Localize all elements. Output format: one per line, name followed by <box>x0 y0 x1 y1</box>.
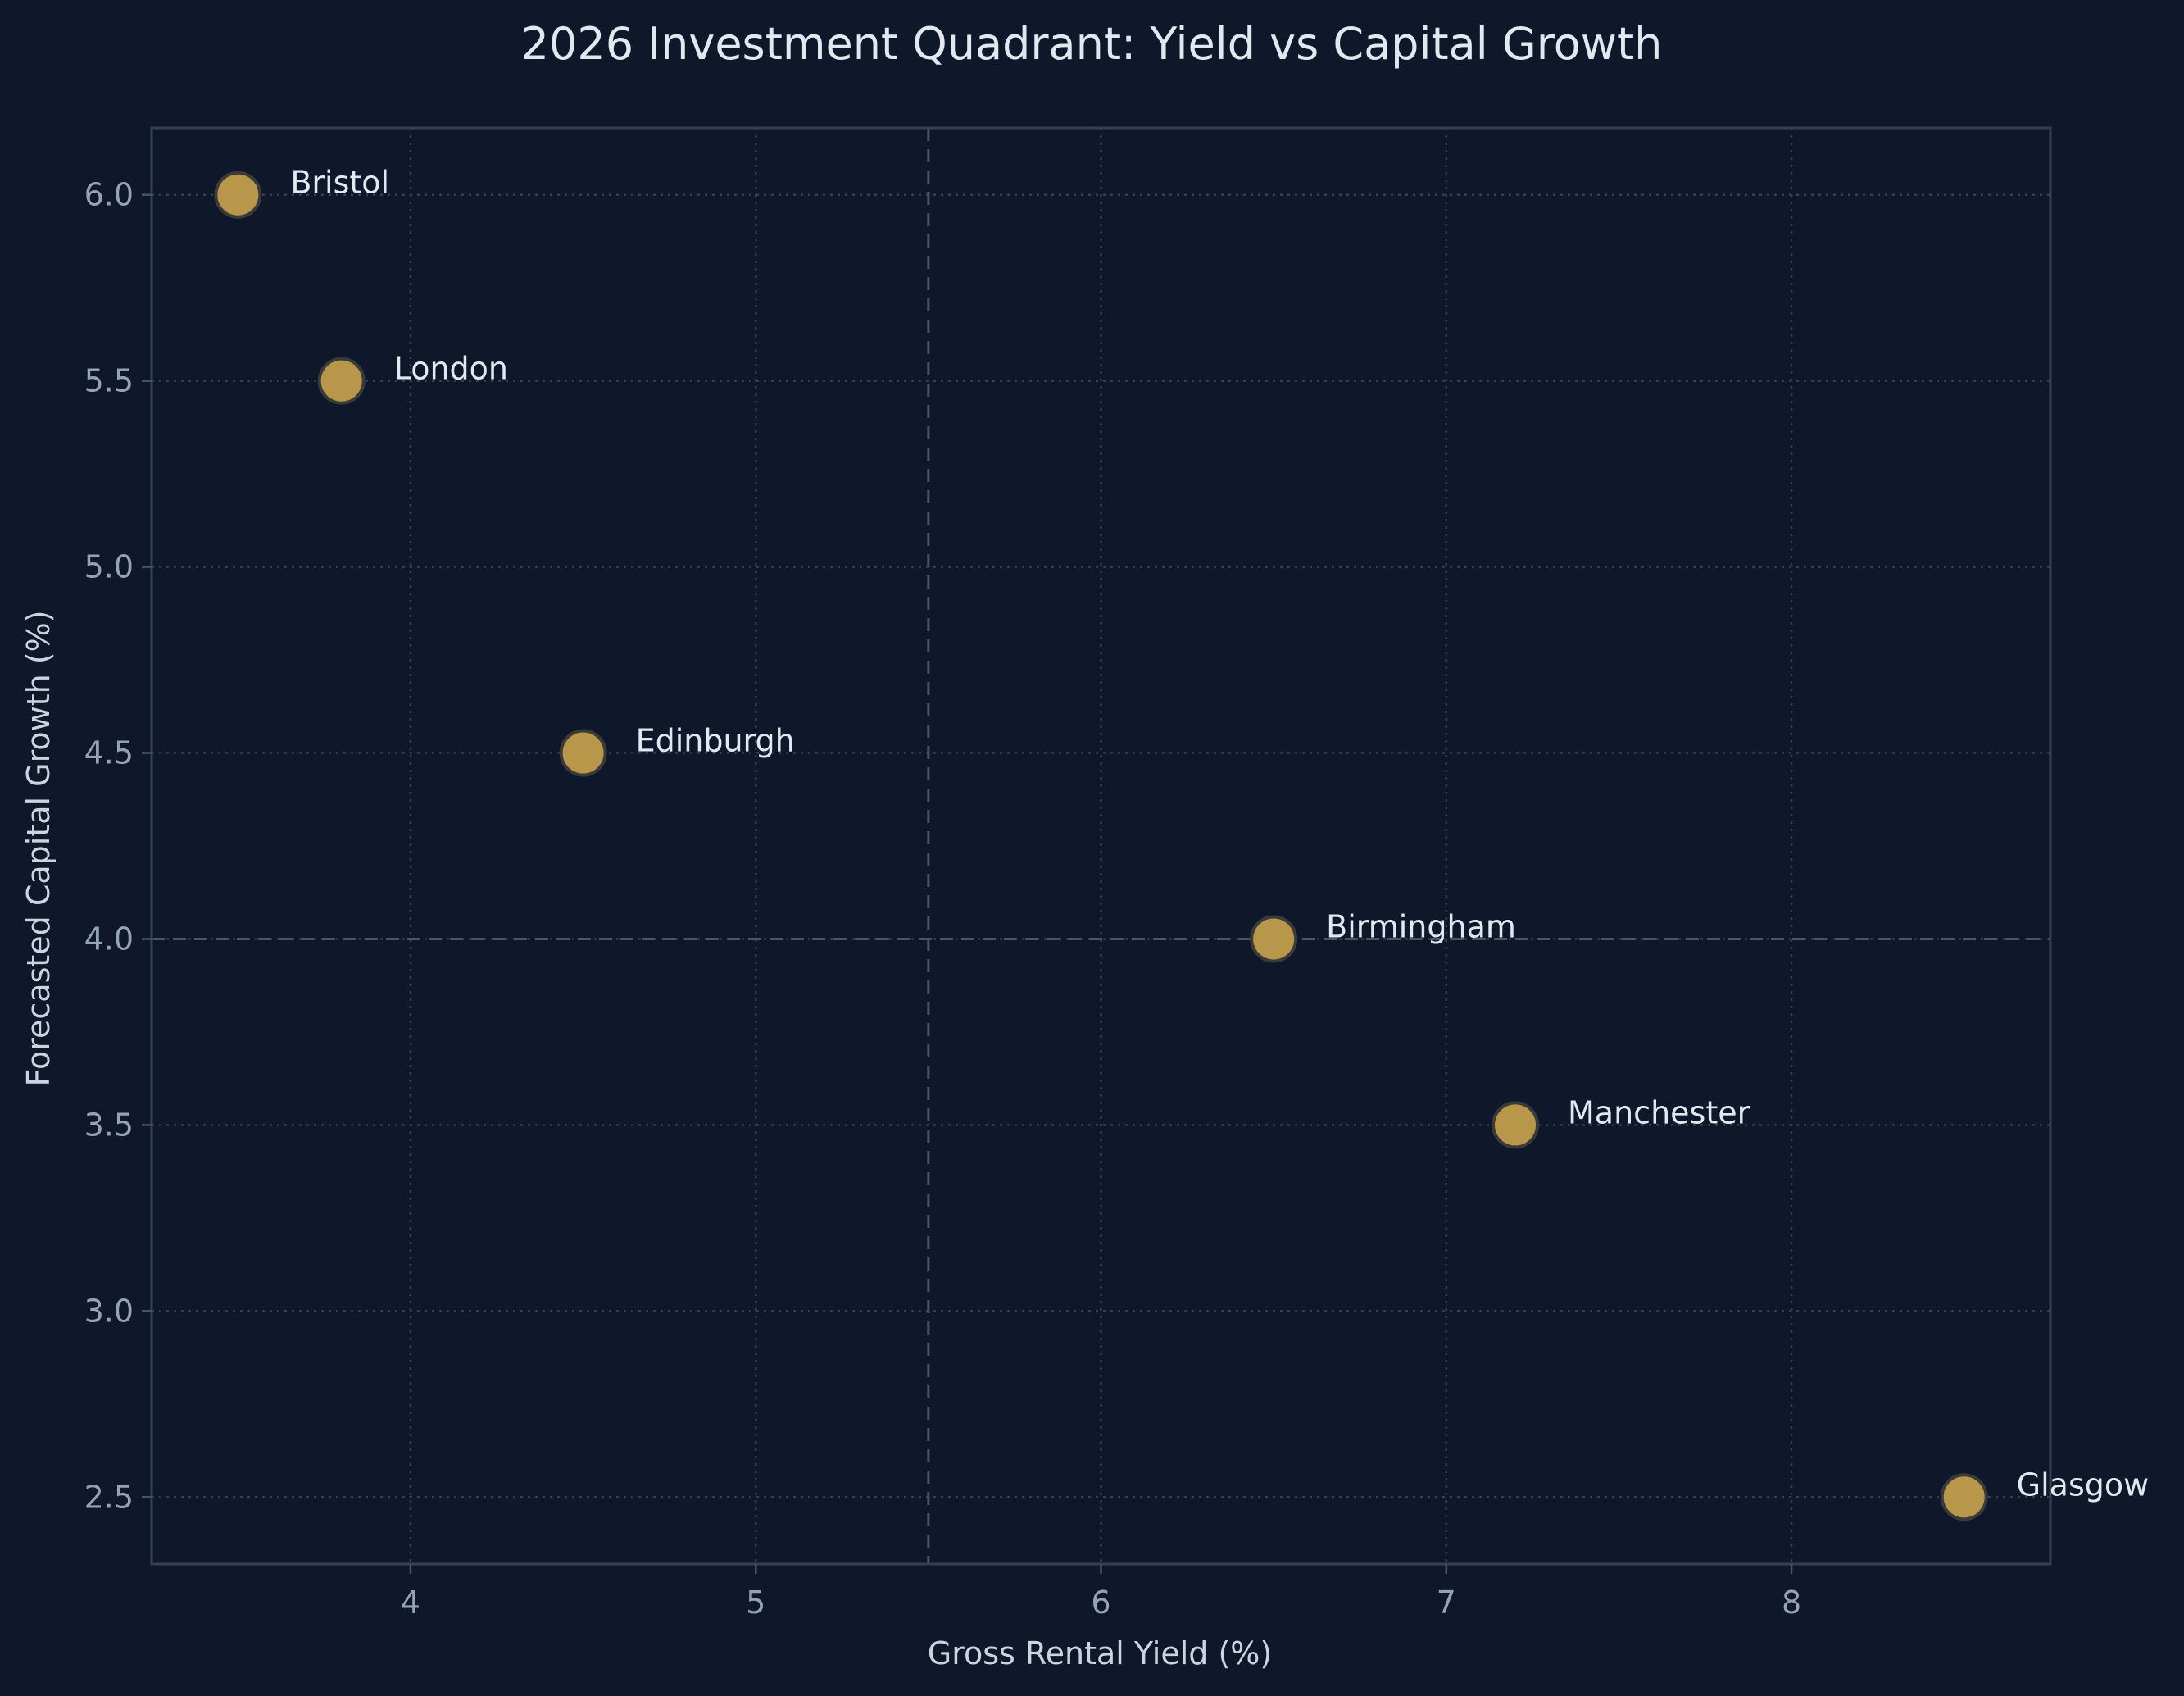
x-tick-label: 5 <box>746 1585 765 1621</box>
data-point <box>214 171 262 219</box>
y-tick-label: 5.0 <box>84 549 134 585</box>
y-tick-label: 2.5 <box>84 1479 134 1515</box>
grid-layer <box>152 128 2050 1564</box>
axis-ticks: 4 5 6 7 8 2.5 3.0 3.5 4.0 4.5 5.0 5.5 6.0 <box>84 177 1802 1621</box>
data-point <box>1492 1101 1540 1149</box>
x-tick-label: 6 <box>1091 1585 1110 1621</box>
chart-title: 2026 Investment Quadrant: Yield vs Capit… <box>521 18 1663 70</box>
y-tick-label: 3.0 <box>84 1293 134 1329</box>
data-point-label: London <box>394 351 508 387</box>
x-tick-label: 8 <box>1782 1585 1801 1621</box>
y-axis-label: Forecasted Capital Growth (%) <box>20 610 57 1086</box>
data-point <box>317 357 366 405</box>
y-tick-label: 6.0 <box>84 177 134 213</box>
y-tick-label: 5.5 <box>84 363 134 399</box>
data-point <box>1940 1473 1988 1521</box>
x-tick-label: 7 <box>1437 1585 1456 1621</box>
data-point-label: Birmingham <box>1326 908 1516 944</box>
data-point-label: Glasgow <box>2017 1466 2150 1503</box>
y-tick-label: 3.5 <box>84 1107 134 1143</box>
data-point-label: Manchester <box>1568 1094 1750 1130</box>
data-points: Bristol London Edinburgh Birmingham Manchest… <box>214 165 2150 1521</box>
data-point <box>1250 915 1298 963</box>
data-point-label: Edinburgh <box>636 723 795 759</box>
data-point-label: Bristol <box>290 165 389 201</box>
y-tick-label: 4.0 <box>84 921 134 957</box>
y-tick-label: 4.5 <box>84 735 134 771</box>
data-point <box>559 729 607 777</box>
x-tick-label: 4 <box>401 1585 420 1621</box>
reference-lines <box>152 128 2050 1564</box>
x-axis-label: Gross Rental Yield (%) <box>928 1635 1272 1671</box>
